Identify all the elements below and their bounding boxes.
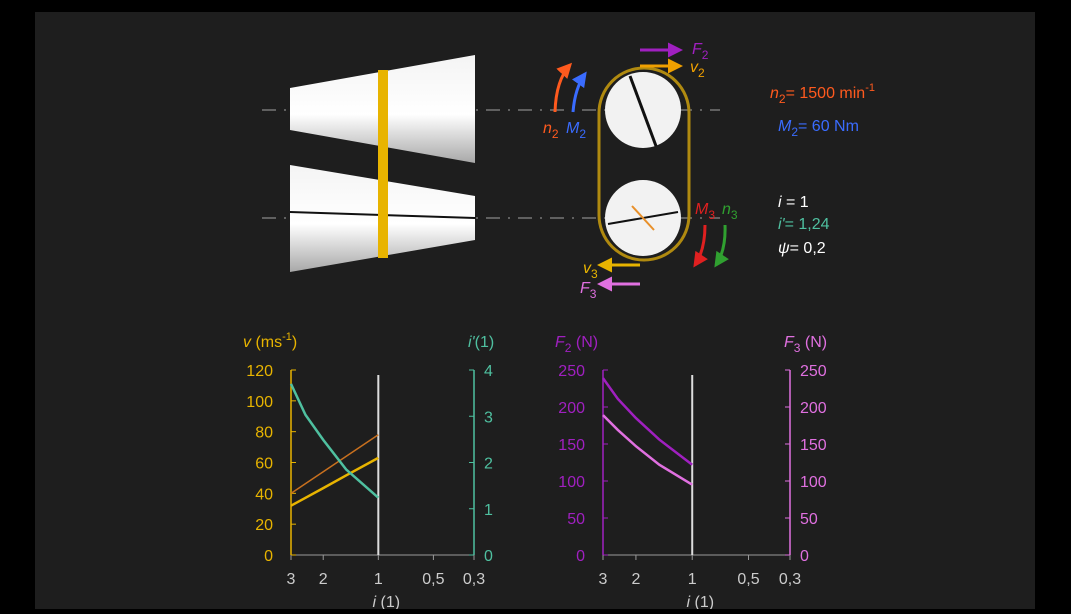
y-tick-label: 120 [246, 363, 273, 380]
label-part: = 1 [782, 194, 809, 211]
i-value: i = 1 [778, 194, 809, 211]
label-part: -1 [282, 331, 292, 343]
y-tick-label: 150 [558, 437, 585, 454]
y-tick-label: 100 [558, 474, 585, 491]
label-part: n [722, 201, 731, 218]
psi-value: ψ= 0,2 [778, 240, 826, 257]
label-part: -1 [865, 82, 875, 94]
y2-tick-label: 250 [800, 363, 827, 380]
y2-tick-label: 100 [800, 474, 827, 491]
y-tick-label: 200 [558, 400, 585, 417]
label-part: 3 [731, 208, 738, 222]
label-part: n [770, 85, 779, 102]
x-tick-label: 0,3 [779, 571, 801, 588]
y2-tick-label: 0 [484, 548, 493, 565]
y-tick-label: 0 [264, 548, 273, 565]
y2-tick-label: 150 [800, 437, 827, 454]
label-part: 3 [590, 287, 597, 301]
label-part: = 1500 min [786, 85, 866, 102]
y-tick-label: 40 [255, 486, 273, 503]
label-part: M [695, 201, 709, 218]
y-tick-label: 0 [576, 548, 585, 565]
label-part: = 60 Nm [798, 118, 859, 135]
label-part: (ms [251, 334, 282, 351]
x-tick-label: 0,3 [463, 571, 485, 588]
x-tick-label: 0,5 [422, 571, 444, 588]
y2-tick-label: 200 [800, 400, 827, 417]
label-part: 3 [591, 267, 598, 281]
label-part: = 0,2 [790, 240, 826, 257]
x-tick-label: 1 [374, 571, 383, 588]
label-part: 3 [708, 208, 715, 222]
y-tick-label: 80 [255, 425, 273, 442]
label-part: = 1,24 [785, 216, 830, 233]
x-tick-label: 2 [319, 571, 328, 588]
x-axis-label: i (1) [373, 594, 401, 609]
y-tick-label: 100 [246, 394, 273, 411]
x-axis-label: i (1) [687, 594, 715, 609]
y2-tick-label: 3 [484, 409, 493, 426]
y2-axis-label: i'(1) [468, 334, 494, 351]
y2-tick-label: 50 [800, 511, 818, 528]
y-tick-label: 50 [567, 511, 585, 528]
x-tick-label: 0,5 [737, 571, 759, 588]
label-part: ) [292, 334, 297, 351]
panel [35, 12, 1035, 609]
x-tick-label: 3 [599, 571, 608, 588]
label-part: (N) [571, 334, 598, 351]
label-part: 2 [698, 66, 705, 80]
y-tick-label: 60 [255, 456, 273, 473]
label-part: M [778, 118, 792, 135]
y2-tick-label: 0 [800, 548, 809, 565]
i-prime-value: i'= 1,24 [778, 216, 830, 233]
label-part: (1) [376, 594, 400, 609]
x-tick-label: 1 [688, 571, 697, 588]
label-part: M [566, 120, 580, 137]
label-part: (N) [800, 334, 827, 351]
label-part: 2 [702, 48, 709, 62]
label-part: (1) [690, 594, 714, 609]
label-part: 2 [552, 127, 559, 141]
screen: F2 v2 n2 M2 n2= 1500 min-1 M2= 60 Nm i =… [0, 0, 1071, 609]
label-part: n [543, 120, 552, 137]
y-tick-label: 250 [558, 363, 585, 380]
y2-tick-label: 1 [484, 502, 493, 519]
y2-tick-label: 4 [484, 363, 493, 380]
label-part: 2 [579, 127, 586, 141]
x-tick-label: 3 [287, 571, 296, 588]
label-part: (1) [475, 334, 495, 351]
x-tick-label: 2 [631, 571, 640, 588]
y2-tick-label: 2 [484, 456, 493, 473]
y-tick-label: 20 [255, 517, 273, 534]
label-part: ψ [778, 240, 790, 257]
